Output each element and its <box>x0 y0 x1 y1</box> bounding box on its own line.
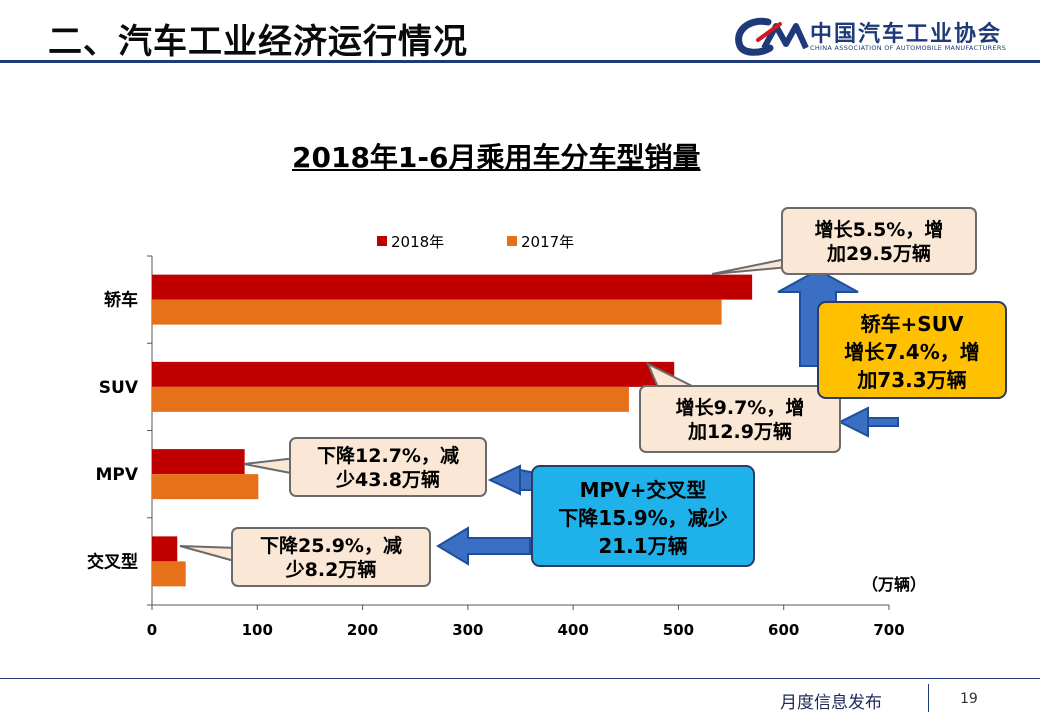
x-tick-label: 400 <box>557 621 588 639</box>
callout-sedan-suv-total-box <box>817 301 1007 399</box>
x-tick-label: 700 <box>873 621 904 639</box>
bar-2018 <box>152 449 245 475</box>
x-tick-label: 500 <box>663 621 694 639</box>
callout-mpv-crossover-total-text: 下降15.9%，减少 <box>558 506 727 530</box>
callout-crossover-text: 少8.2万辆 <box>285 558 377 581</box>
caam-logo-mark <box>735 17 809 56</box>
callout-sedan-suv-total-text: 增长7.4%，增 <box>844 340 979 364</box>
callout-mpv-box <box>289 437 487 497</box>
bar-2017 <box>152 299 722 325</box>
x-tick-label: 600 <box>768 621 799 639</box>
header-divider <box>0 60 1040 63</box>
callout-suv-text: 加12.9万辆 <box>687 420 792 443</box>
legend-label: 2018年 <box>391 233 444 251</box>
legend-label: 2017年 <box>521 233 574 251</box>
unit-label: （万辆） <box>862 575 926 594</box>
callout-mpv-crossover-total-text: MPV+交叉型 <box>580 478 707 502</box>
category-label: 交叉型 <box>87 551 138 572</box>
footer-text: 月度信息发布 <box>780 693 882 713</box>
callout-sedan-text: 加29.5万辆 <box>826 242 931 265</box>
callout-sedan-text: 增长5.5%，增 <box>815 218 944 241</box>
callout-mpv-crossover-total-box <box>531 465 755 567</box>
footer-separator <box>928 684 929 712</box>
callout-crossover-tail <box>179 545 239 564</box>
callout-suv-text: 增长9.7%，增 <box>676 396 805 419</box>
bar-2018 <box>152 536 178 562</box>
callout-sedan-suv-total-text: 轿车+SUV <box>861 312 964 336</box>
callout-crossover-box <box>231 527 431 587</box>
bar-2017 <box>152 386 629 412</box>
x-tick-label: 100 <box>242 621 273 639</box>
category-label: SUV <box>99 378 139 398</box>
bar-2017 <box>152 474 259 500</box>
x-tick-label: 0 <box>147 621 157 639</box>
callout-sedan-box <box>781 207 977 275</box>
bar-2017 <box>152 561 186 587</box>
callout-mpv-crossover-total-text: 21.1万辆 <box>598 534 687 558</box>
category-label: 轿车 <box>104 290 138 311</box>
callout-mpv-text: 下降12.7%，减 <box>317 444 459 467</box>
x-tick-label: 300 <box>452 621 483 639</box>
callout-suv-box <box>639 385 841 453</box>
legend-swatch <box>507 236 517 246</box>
slide-title: 二、汽车工业经济运行情况 <box>48 22 468 62</box>
callout-sedan-suv-total-text: 加73.3万辆 <box>856 368 966 392</box>
logo-english-name: CHINA ASSOCIATION OF AUTOMOBILE MANUFACT… <box>810 44 1007 52</box>
footer-divider <box>0 678 1040 679</box>
bar-2018 <box>152 361 675 387</box>
caam-logo: 中国汽车工业协会 CHINA ASSOCIATION OF AUTOMOBILE… <box>730 14 1030 58</box>
category-label: MPV <box>95 465 138 485</box>
page-number: 19 <box>960 691 978 707</box>
callout-mpv-text: 少43.8万辆 <box>335 468 440 491</box>
legend-swatch <box>377 236 387 246</box>
logo-chinese-name: 中国汽车工业协会 <box>810 22 1003 47</box>
arrow-left-crossover <box>436 526 531 566</box>
callout-crossover-text: 下降25.9%，减 <box>260 534 402 557</box>
x-tick-label: 200 <box>347 621 378 639</box>
callout-mpv-tail <box>243 456 297 476</box>
arrow-left-suv <box>837 406 899 438</box>
bar-2018 <box>152 274 753 300</box>
chart-title: 2018年1-6月乘用车分车型销量 <box>292 141 701 174</box>
